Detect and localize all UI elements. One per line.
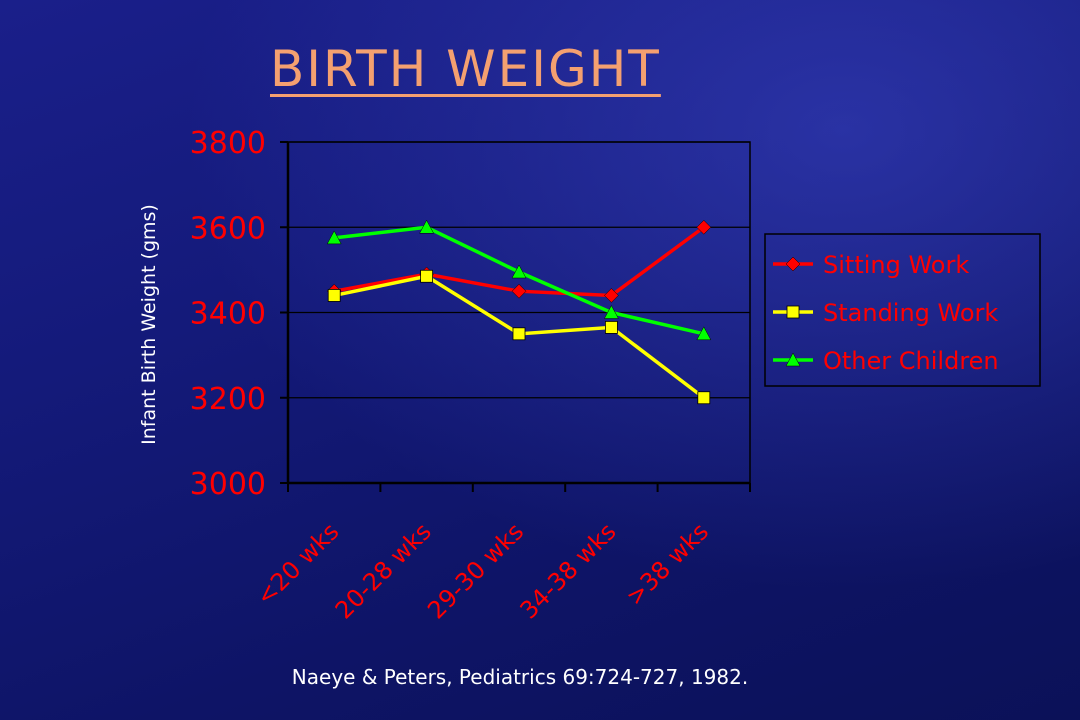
data-point bbox=[697, 391, 711, 405]
y-tick-label: 3400 bbox=[190, 297, 266, 332]
series bbox=[326, 219, 712, 405]
legend-label: Other Children bbox=[823, 347, 999, 375]
y-tick-label: 3800 bbox=[190, 126, 266, 161]
x-tick-label: <20 wks bbox=[251, 517, 345, 611]
data-point bbox=[326, 230, 342, 245]
y-tick-label: 3600 bbox=[190, 211, 266, 246]
gridlines bbox=[287, 141, 751, 484]
legend-label: Sitting Work bbox=[823, 251, 969, 279]
x-tick-label: 29-30 wks bbox=[422, 517, 529, 624]
y-tick-label: 3000 bbox=[190, 467, 266, 502]
data-point bbox=[604, 288, 619, 303]
data-point bbox=[511, 283, 527, 299]
legend-marker bbox=[785, 256, 801, 272]
data-point bbox=[603, 304, 619, 319]
legend-label: Standing Work bbox=[823, 299, 998, 327]
legend: Sitting Work Standing Work Other Children bbox=[764, 233, 1041, 387]
legend-item: Sitting Work bbox=[773, 251, 969, 279]
legend-marker bbox=[786, 305, 800, 319]
data-point bbox=[327, 289, 341, 302]
legend-item: Standing Work bbox=[773, 299, 998, 327]
series-other-children bbox=[326, 219, 712, 341]
legend-item: Other Children bbox=[773, 347, 999, 375]
data-point bbox=[511, 264, 527, 279]
data-point bbox=[696, 219, 712, 235]
series-standing-work bbox=[327, 269, 711, 405]
x-tick-label: 34-38 wks bbox=[515, 517, 622, 624]
data-point bbox=[512, 327, 526, 341]
data-point bbox=[605, 321, 618, 334]
legend-box bbox=[764, 233, 1041, 387]
data-point bbox=[420, 269, 434, 283]
citation: Naeye & Peters, Pediatrics 69:724-727, 1… bbox=[291, 665, 749, 689]
legend-marker bbox=[785, 352, 801, 367]
data-point bbox=[419, 219, 435, 234]
slide-title: BIRTH WEIGHT bbox=[270, 40, 661, 98]
y-axis-label: Infant Birth Weight (gms) bbox=[138, 204, 160, 445]
x-tick-label: >38 wks bbox=[620, 517, 714, 611]
data-point bbox=[696, 326, 712, 341]
x-tick-label: 20-28 wks bbox=[330, 517, 437, 624]
y-tick-label: 3200 bbox=[190, 382, 266, 417]
